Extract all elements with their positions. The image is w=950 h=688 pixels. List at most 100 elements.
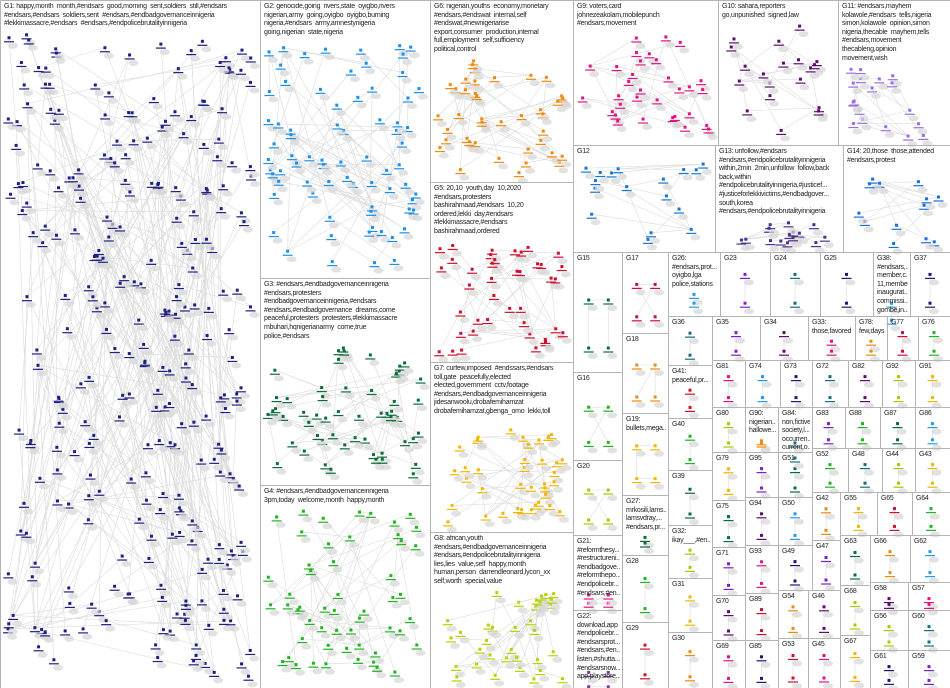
- node-g9[interactable]: [641, 117, 645, 121]
- node-g9[interactable]: [631, 72, 635, 76]
- node-g1[interactable]: [41, 241, 45, 245]
- node-g9[interactable]: [678, 40, 682, 44]
- node-g5[interactable]: [476, 318, 480, 322]
- node-g6[interactable]: [524, 161, 528, 165]
- node-g1[interactable]: [24, 531, 28, 535]
- node-g4[interactable]: [294, 663, 298, 667]
- node-g1[interactable]: [222, 618, 226, 622]
- node-g1[interactable]: [173, 443, 177, 447]
- node-g7[interactable]: [540, 458, 544, 462]
- node-g1[interactable]: [90, 602, 94, 606]
- node-g1[interactable]: [25, 295, 29, 299]
- node-g4[interactable]: [326, 643, 330, 647]
- node-g8[interactable]: [532, 677, 536, 681]
- node-g2[interactable]: [266, 158, 270, 162]
- node-g2[interactable]: [277, 179, 281, 183]
- node-g7[interactable]: [542, 482, 546, 486]
- node-g1[interactable]: [217, 557, 221, 561]
- node-g1[interactable]: [229, 619, 233, 623]
- node-g1[interactable]: [104, 619, 108, 623]
- node-g1[interactable]: [87, 375, 91, 379]
- node-g2[interactable]: [295, 161, 299, 165]
- node-g1[interactable]: [174, 312, 178, 316]
- node-g1[interactable]: [118, 415, 122, 419]
- node-g4[interactable]: [301, 509, 305, 513]
- node-g9[interactable]: [635, 95, 639, 99]
- node-g4[interactable]: [358, 510, 362, 514]
- node-g1[interactable]: [44, 66, 48, 70]
- node-g6[interactable]: [499, 120, 503, 124]
- node-g1[interactable]: [160, 125, 164, 129]
- node-g9[interactable]: [687, 112, 691, 116]
- node-g2[interactable]: [367, 230, 371, 234]
- node-g1[interactable]: [54, 233, 58, 237]
- node-g1[interactable]: [120, 554, 124, 558]
- node-g8[interactable]: [538, 669, 542, 673]
- node-g4[interactable]: [396, 533, 400, 537]
- node-g4[interactable]: [388, 626, 392, 630]
- node-g2[interactable]: [390, 236, 394, 240]
- node-g1[interactable]: [207, 623, 211, 627]
- node-g2[interactable]: [403, 227, 407, 231]
- node-g1[interactable]: [235, 399, 239, 403]
- node-g3[interactable]: [380, 457, 384, 461]
- node-g1[interactable]: [150, 181, 154, 185]
- node-g3[interactable]: [336, 349, 340, 353]
- node-g1[interactable]: [126, 592, 130, 596]
- node-g5[interactable]: [467, 283, 471, 287]
- node-g1[interactable]: [193, 237, 197, 241]
- node-g4[interactable]: [324, 662, 328, 666]
- node-g1[interactable]: [48, 169, 52, 173]
- node-g1[interactable]: [150, 534, 154, 538]
- node-g5[interactable]: [518, 270, 522, 274]
- node-g2[interactable]: [267, 50, 271, 54]
- node-g4[interactable]: [399, 539, 403, 543]
- node-g6[interactable]: [526, 147, 530, 151]
- node-g9[interactable]: [701, 88, 705, 92]
- node-g5[interactable]: [490, 248, 494, 252]
- node-g1[interactable]: [7, 622, 11, 626]
- node-g4[interactable]: [296, 608, 300, 612]
- node-g1[interactable]: [184, 603, 188, 607]
- node-g1[interactable]: [43, 224, 47, 228]
- node-g9[interactable]: [627, 79, 631, 83]
- node-g1[interactable]: [17, 428, 21, 432]
- node-g1[interactable]: [101, 256, 105, 260]
- node-g6[interactable]: [550, 151, 554, 155]
- node-g5[interactable]: [508, 306, 512, 310]
- node-g7[interactable]: [509, 428, 513, 432]
- node-g1[interactable]: [203, 661, 207, 665]
- node-g3[interactable]: [315, 433, 319, 437]
- node-g1[interactable]: [204, 414, 208, 418]
- node-g1[interactable]: [55, 468, 59, 472]
- node-g1[interactable]: [239, 386, 243, 390]
- node-g2[interactable]: [388, 187, 392, 191]
- node-g7[interactable]: [543, 486, 547, 490]
- node-g4[interactable]: [323, 606, 327, 610]
- node-g1[interactable]: [204, 237, 208, 241]
- node-g1[interactable]: [137, 517, 141, 521]
- node-g1[interactable]: [127, 352, 131, 356]
- node-g9[interactable]: [699, 79, 703, 83]
- node-g2[interactable]: [271, 172, 275, 176]
- node-g5[interactable]: [486, 318, 490, 322]
- node-g3[interactable]: [302, 449, 306, 453]
- node-g1[interactable]: [77, 184, 81, 188]
- node-g8[interactable]: [534, 604, 538, 608]
- node-g1[interactable]: [73, 228, 77, 232]
- node-g1[interactable]: [176, 67, 180, 71]
- node-g8[interactable]: [490, 625, 494, 629]
- node-g3[interactable]: [416, 431, 420, 435]
- node-g3[interactable]: [385, 411, 389, 415]
- node-g4[interactable]: [398, 629, 402, 633]
- node-g2[interactable]: [266, 119, 270, 123]
- node-g4[interactable]: [311, 661, 315, 665]
- node-g1[interactable]: [20, 209, 24, 213]
- node-g1[interactable]: [67, 586, 71, 590]
- node-g1[interactable]: [79, 196, 83, 200]
- node-g1[interactable]: [77, 168, 81, 172]
- node-g1[interactable]: [175, 216, 179, 220]
- node-g2[interactable]: [401, 52, 405, 56]
- node-g1[interactable]: [200, 39, 204, 43]
- node-g1[interactable]: [19, 529, 23, 533]
